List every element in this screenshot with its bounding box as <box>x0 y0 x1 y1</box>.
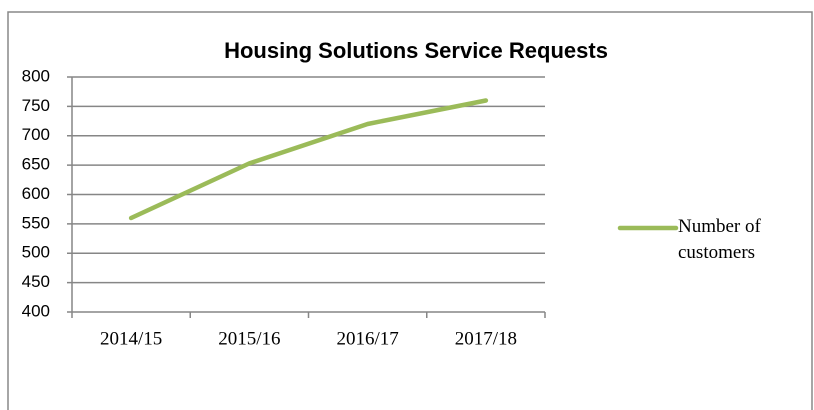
x-tick-label: 2017/18 <box>455 328 517 349</box>
y-tick-label: 550 <box>22 213 50 232</box>
y-tick-label: 650 <box>22 155 50 174</box>
y-tick-label: 750 <box>22 96 50 115</box>
y-tick-label: 500 <box>22 243 50 262</box>
y-tick-label: 600 <box>22 184 50 203</box>
chart-frame <box>7 11 813 410</box>
x-tick-label: 2016/17 <box>336 328 398 349</box>
chart-title: Housing Solutions Service Requests <box>224 38 608 63</box>
legend-label: Number of customers <box>678 216 761 263</box>
y-tick-label: 700 <box>22 125 50 144</box>
y-tick-label: 800 <box>22 66 50 85</box>
x-tick-label: 2015/16 <box>218 328 280 349</box>
y-tick-label: 450 <box>22 272 50 291</box>
y-tick-label: 400 <box>22 301 50 320</box>
data-line <box>128 98 489 221</box>
x-tick-label: 2014/15 <box>100 328 162 349</box>
